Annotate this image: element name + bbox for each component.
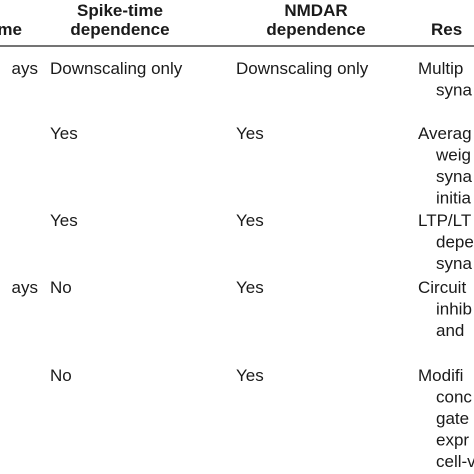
- table-cell: gate: [436, 409, 469, 428]
- table-cell: cell-v: [436, 452, 474, 471]
- header-cell: Spike-time: [77, 1, 163, 20]
- header-cell: Res: [431, 20, 462, 39]
- header-cell: dependence: [70, 20, 169, 39]
- table-cell: syna: [436, 254, 472, 273]
- table-cell: ays: [12, 59, 38, 78]
- table-cell: syna: [436, 81, 472, 100]
- table-cell: and: [436, 321, 464, 340]
- table-cell: Yes: [236, 278, 264, 297]
- table-cell: Yes: [50, 211, 78, 230]
- table-cell: weig: [435, 146, 471, 165]
- table-cell: Downscaling only: [50, 59, 183, 78]
- table-cell: Downscaling only: [236, 59, 369, 78]
- table-cell: conc: [436, 388, 472, 407]
- table-cell: ays: [12, 278, 38, 297]
- table-cell: expr: [436, 431, 469, 450]
- table-cell: Multip: [418, 59, 463, 78]
- table-cell: Yes: [50, 124, 78, 143]
- table-cell: Yes: [236, 124, 264, 143]
- header-cell: dependence: [266, 20, 365, 39]
- table-cell: Averag: [418, 124, 472, 143]
- table-cell: Yes: [236, 211, 264, 230]
- table-cell: Modifi: [418, 366, 463, 385]
- header-cell: NMDAR: [284, 1, 347, 20]
- table-cell: Yes: [236, 366, 264, 385]
- table-cell: inhib: [436, 300, 472, 319]
- table-cell: No: [50, 366, 72, 385]
- table-cell: depe: [436, 233, 474, 252]
- table-cell: No: [50, 278, 72, 297]
- table-cell: LTP/LT: [418, 211, 471, 230]
- table-cell: Circuit: [418, 278, 466, 297]
- header-cell: me: [0, 20, 22, 39]
- table-cell: initia: [436, 189, 472, 208]
- table-cell: syna: [436, 167, 472, 186]
